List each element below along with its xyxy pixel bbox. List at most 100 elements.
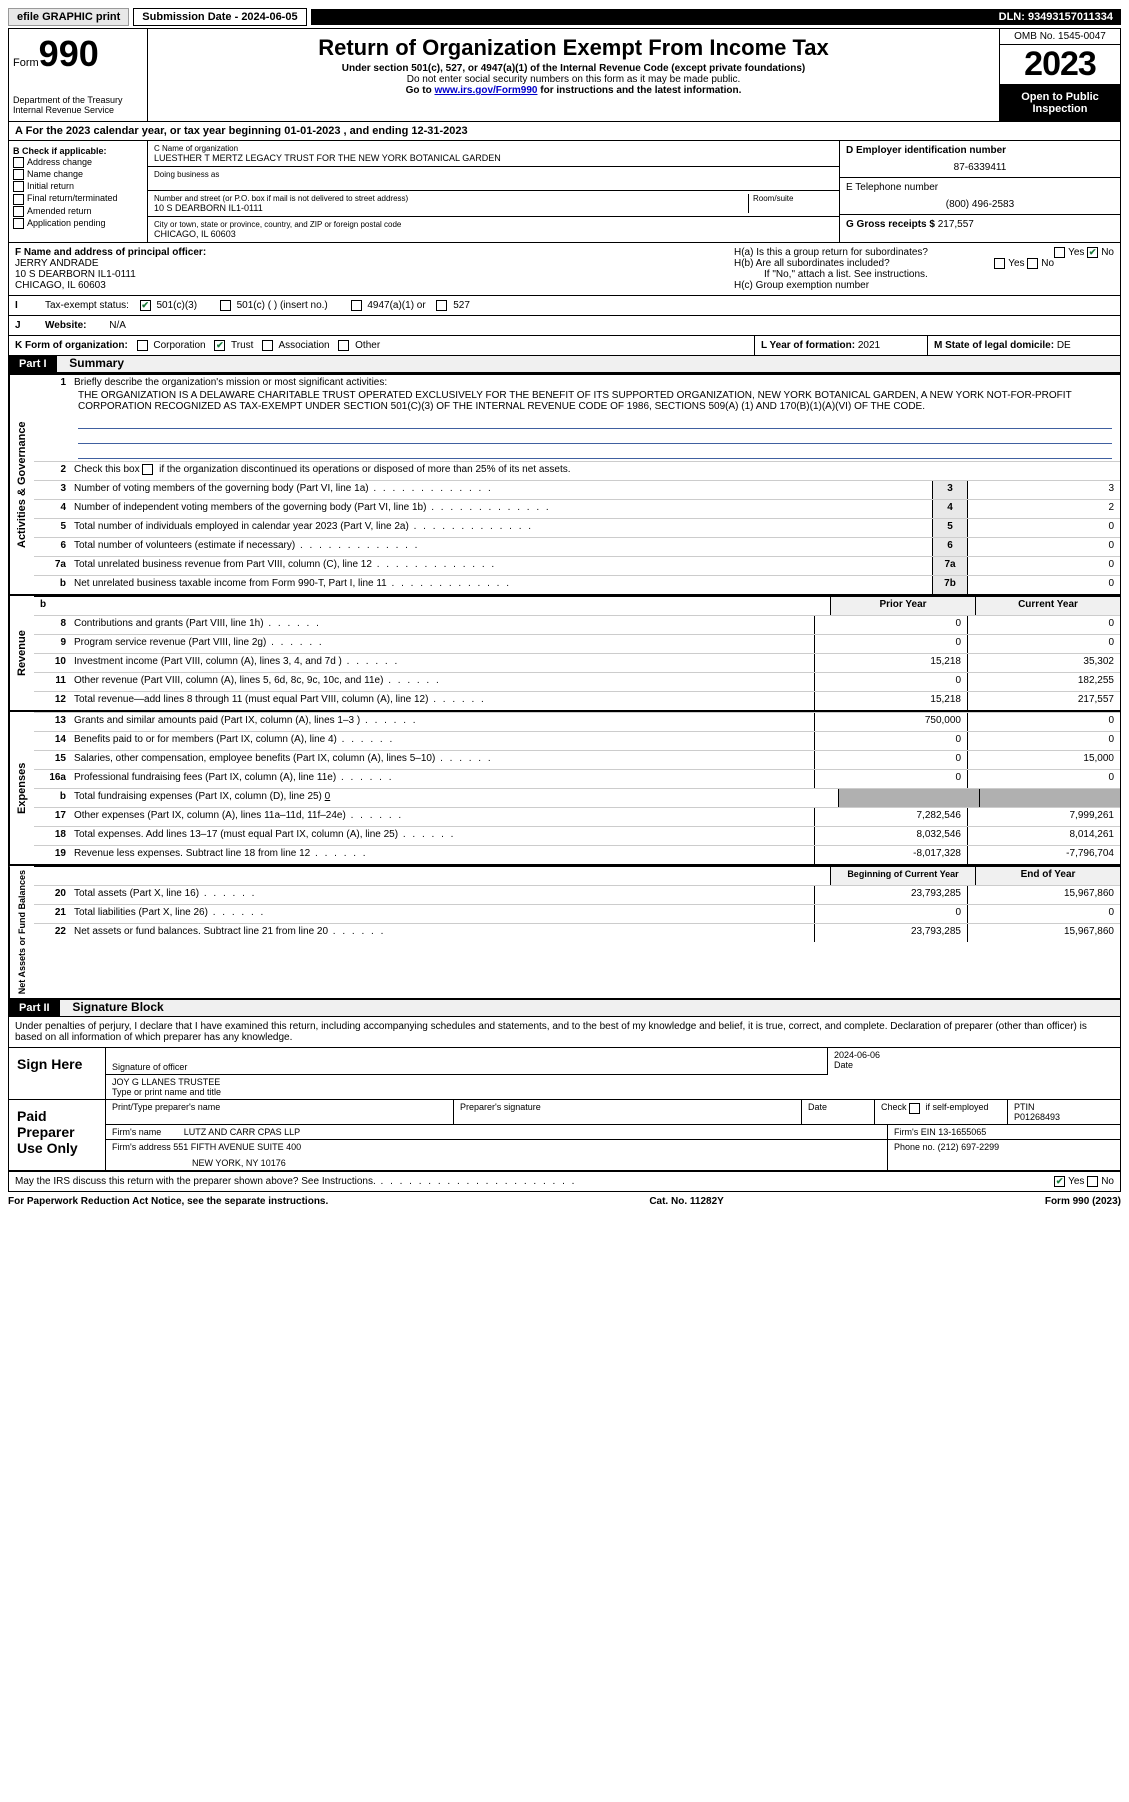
- chk-initial[interactable]: [13, 181, 24, 192]
- chk-trust[interactable]: [214, 340, 225, 351]
- chk-discontinued[interactable]: [142, 464, 153, 475]
- vert-revenue: Revenue: [9, 596, 34, 710]
- line-box: 3: [932, 481, 967, 499]
- row-klm: K Form of organization: Corporation Trus…: [9, 336, 1120, 356]
- part2-header-row: Part II Signature Block: [9, 998, 1120, 1017]
- m-value: DE: [1057, 340, 1071, 351]
- form-title: Return of Organization Exempt From Incom…: [152, 35, 995, 61]
- phone-label: Phone no.: [894, 1142, 935, 1152]
- prep-date-label: Date: [801, 1100, 874, 1124]
- line-desc: Program service revenue (Part VIII, line…: [70, 635, 814, 653]
- col-c-org-info: C Name of organization LUESTHER T MERTZ …: [148, 141, 839, 242]
- line-desc: Total liabilities (Part X, line 26): [70, 905, 814, 923]
- prior-value: -8,017,328: [814, 846, 967, 864]
- form-prefix: Form: [13, 57, 39, 69]
- chk-other[interactable]: [338, 340, 349, 351]
- opt-amended: Amended return: [27, 206, 92, 216]
- tel-label: E Telephone number: [846, 182, 1114, 193]
- chk-final[interactable]: [13, 194, 24, 205]
- prior-value: 7,282,546: [814, 808, 967, 826]
- prior-value: 15,218: [814, 654, 967, 672]
- city-label: City or town, state or province, country…: [154, 220, 833, 229]
- vert-governance: Activities & Governance: [9, 375, 34, 594]
- chk-amended[interactable]: [13, 206, 24, 217]
- line-desc: Net assets or fund balances. Subtract li…: [70, 924, 814, 942]
- ptin-label: PTIN: [1014, 1102, 1114, 1112]
- chk-527[interactable]: [436, 300, 447, 311]
- current-value: 0: [967, 905, 1120, 923]
- firm-addr-label: Firm's address: [112, 1142, 173, 1152]
- tel-value: (800) 496-2583: [846, 199, 1114, 210]
- line-desc: Total number of volunteers (estimate if …: [70, 538, 932, 556]
- line-num: 4: [34, 500, 70, 518]
- irs-link[interactable]: www.irs.gov/Form990: [434, 85, 537, 96]
- chk-501c[interactable]: [220, 300, 231, 311]
- chk-4947[interactable]: [351, 300, 362, 311]
- hc-label: H(c) Group exemption number: [734, 280, 1114, 291]
- opt-corp: Corporation: [153, 340, 205, 351]
- chk-self-employed[interactable]: [909, 1103, 920, 1114]
- col-b-header: B Check if applicable:: [13, 146, 143, 156]
- officer-label: F Name and address of principal officer:: [15, 247, 722, 258]
- hb-no[interactable]: [1027, 258, 1038, 269]
- current-value: 0: [967, 713, 1120, 731]
- page-footer: For Paperwork Reduction Act Notice, see …: [8, 1192, 1121, 1211]
- line-11: 11 Other revenue (Part VIII, column (A),…: [34, 672, 1120, 691]
- line-10: 10 Investment income (Part VIII, column …: [34, 653, 1120, 672]
- prior-value: 0: [814, 732, 967, 750]
- part1-badge: Part I: [9, 356, 57, 372]
- line-desc: Salaries, other compensation, employee b…: [70, 751, 814, 769]
- col-b-checkboxes: B Check if applicable: Address change Na…: [9, 141, 148, 242]
- chk-address-change[interactable]: [13, 157, 24, 168]
- no-lbl2: No: [1041, 258, 1054, 269]
- line-desc: Total expenses. Add lines 13–17 (must eq…: [70, 827, 814, 845]
- line-num: b: [34, 576, 70, 594]
- current-value: 0: [967, 770, 1120, 788]
- line-value: 2: [967, 500, 1120, 518]
- part1-header-row: Part I Summary: [9, 356, 1120, 373]
- line-16b-num: b: [34, 789, 70, 807]
- discuss-yes[interactable]: [1054, 1176, 1065, 1187]
- tax-year: 2023: [1000, 45, 1120, 85]
- chk-corp[interactable]: [137, 340, 148, 351]
- header-left: Form990 Department of the Treasury Inter…: [9, 29, 148, 121]
- dept-label: Department of the Treasury: [13, 95, 143, 105]
- line-17: 17 Other expenses (Part IX, column (A), …: [34, 807, 1120, 826]
- opt-527: 527: [453, 300, 470, 311]
- current-value: 15,967,860: [967, 924, 1120, 942]
- prior-value: 23,793,285: [814, 924, 967, 942]
- gross-value: 217,557: [938, 219, 974, 230]
- opt-501c: 501(c) ( ) (insert no.): [237, 300, 328, 311]
- chk-name-change[interactable]: [13, 169, 24, 180]
- chk-assoc[interactable]: [262, 340, 273, 351]
- line-3: 3 Number of voting members of the govern…: [34, 480, 1120, 499]
- hb-yes[interactable]: [994, 258, 1005, 269]
- opt-501c3: 501(c)(3): [156, 300, 197, 311]
- row-i: I Tax-exempt status: 501(c)(3) 501(c) ( …: [9, 296, 1120, 316]
- ha-yes[interactable]: [1054, 247, 1065, 258]
- current-value: 15,000: [967, 751, 1120, 769]
- opt-name: Name change: [27, 169, 83, 179]
- d-yes: Yes: [1068, 1177, 1084, 1188]
- chk-pending[interactable]: [13, 218, 24, 229]
- ha-no[interactable]: [1087, 247, 1098, 258]
- discuss-row: May the IRS discuss this return with the…: [9, 1171, 1120, 1191]
- current-value: 182,255: [967, 673, 1120, 691]
- chk-501c3[interactable]: [140, 300, 151, 311]
- officer-addr2: CHICAGO, IL 60603: [15, 280, 722, 291]
- governance-section: Activities & Governance 1 Briefly descri…: [9, 373, 1120, 594]
- part2-title: Signature Block: [62, 998, 173, 1016]
- room-label: Room/suite: [753, 194, 833, 203]
- row-a-text: For the 2023 calendar year, or tax year …: [26, 125, 468, 137]
- addr-value: 10 S DEARBORN IL1-0111: [154, 203, 748, 213]
- line-num: 17: [34, 808, 70, 826]
- city-value: CHICAGO, IL 60603: [154, 229, 833, 239]
- discuss-no[interactable]: [1087, 1176, 1098, 1187]
- line-desc: Net unrelated business taxable income fr…: [70, 576, 932, 594]
- line-num: 22: [34, 924, 70, 942]
- line-value: 0: [967, 519, 1120, 537]
- ptin-value: P01268493: [1014, 1112, 1114, 1122]
- q1-label: Briefly describe the organization's miss…: [74, 377, 1116, 388]
- line-num: 16a: [34, 770, 70, 788]
- sig-officer-label: Signature of officer: [112, 1062, 821, 1072]
